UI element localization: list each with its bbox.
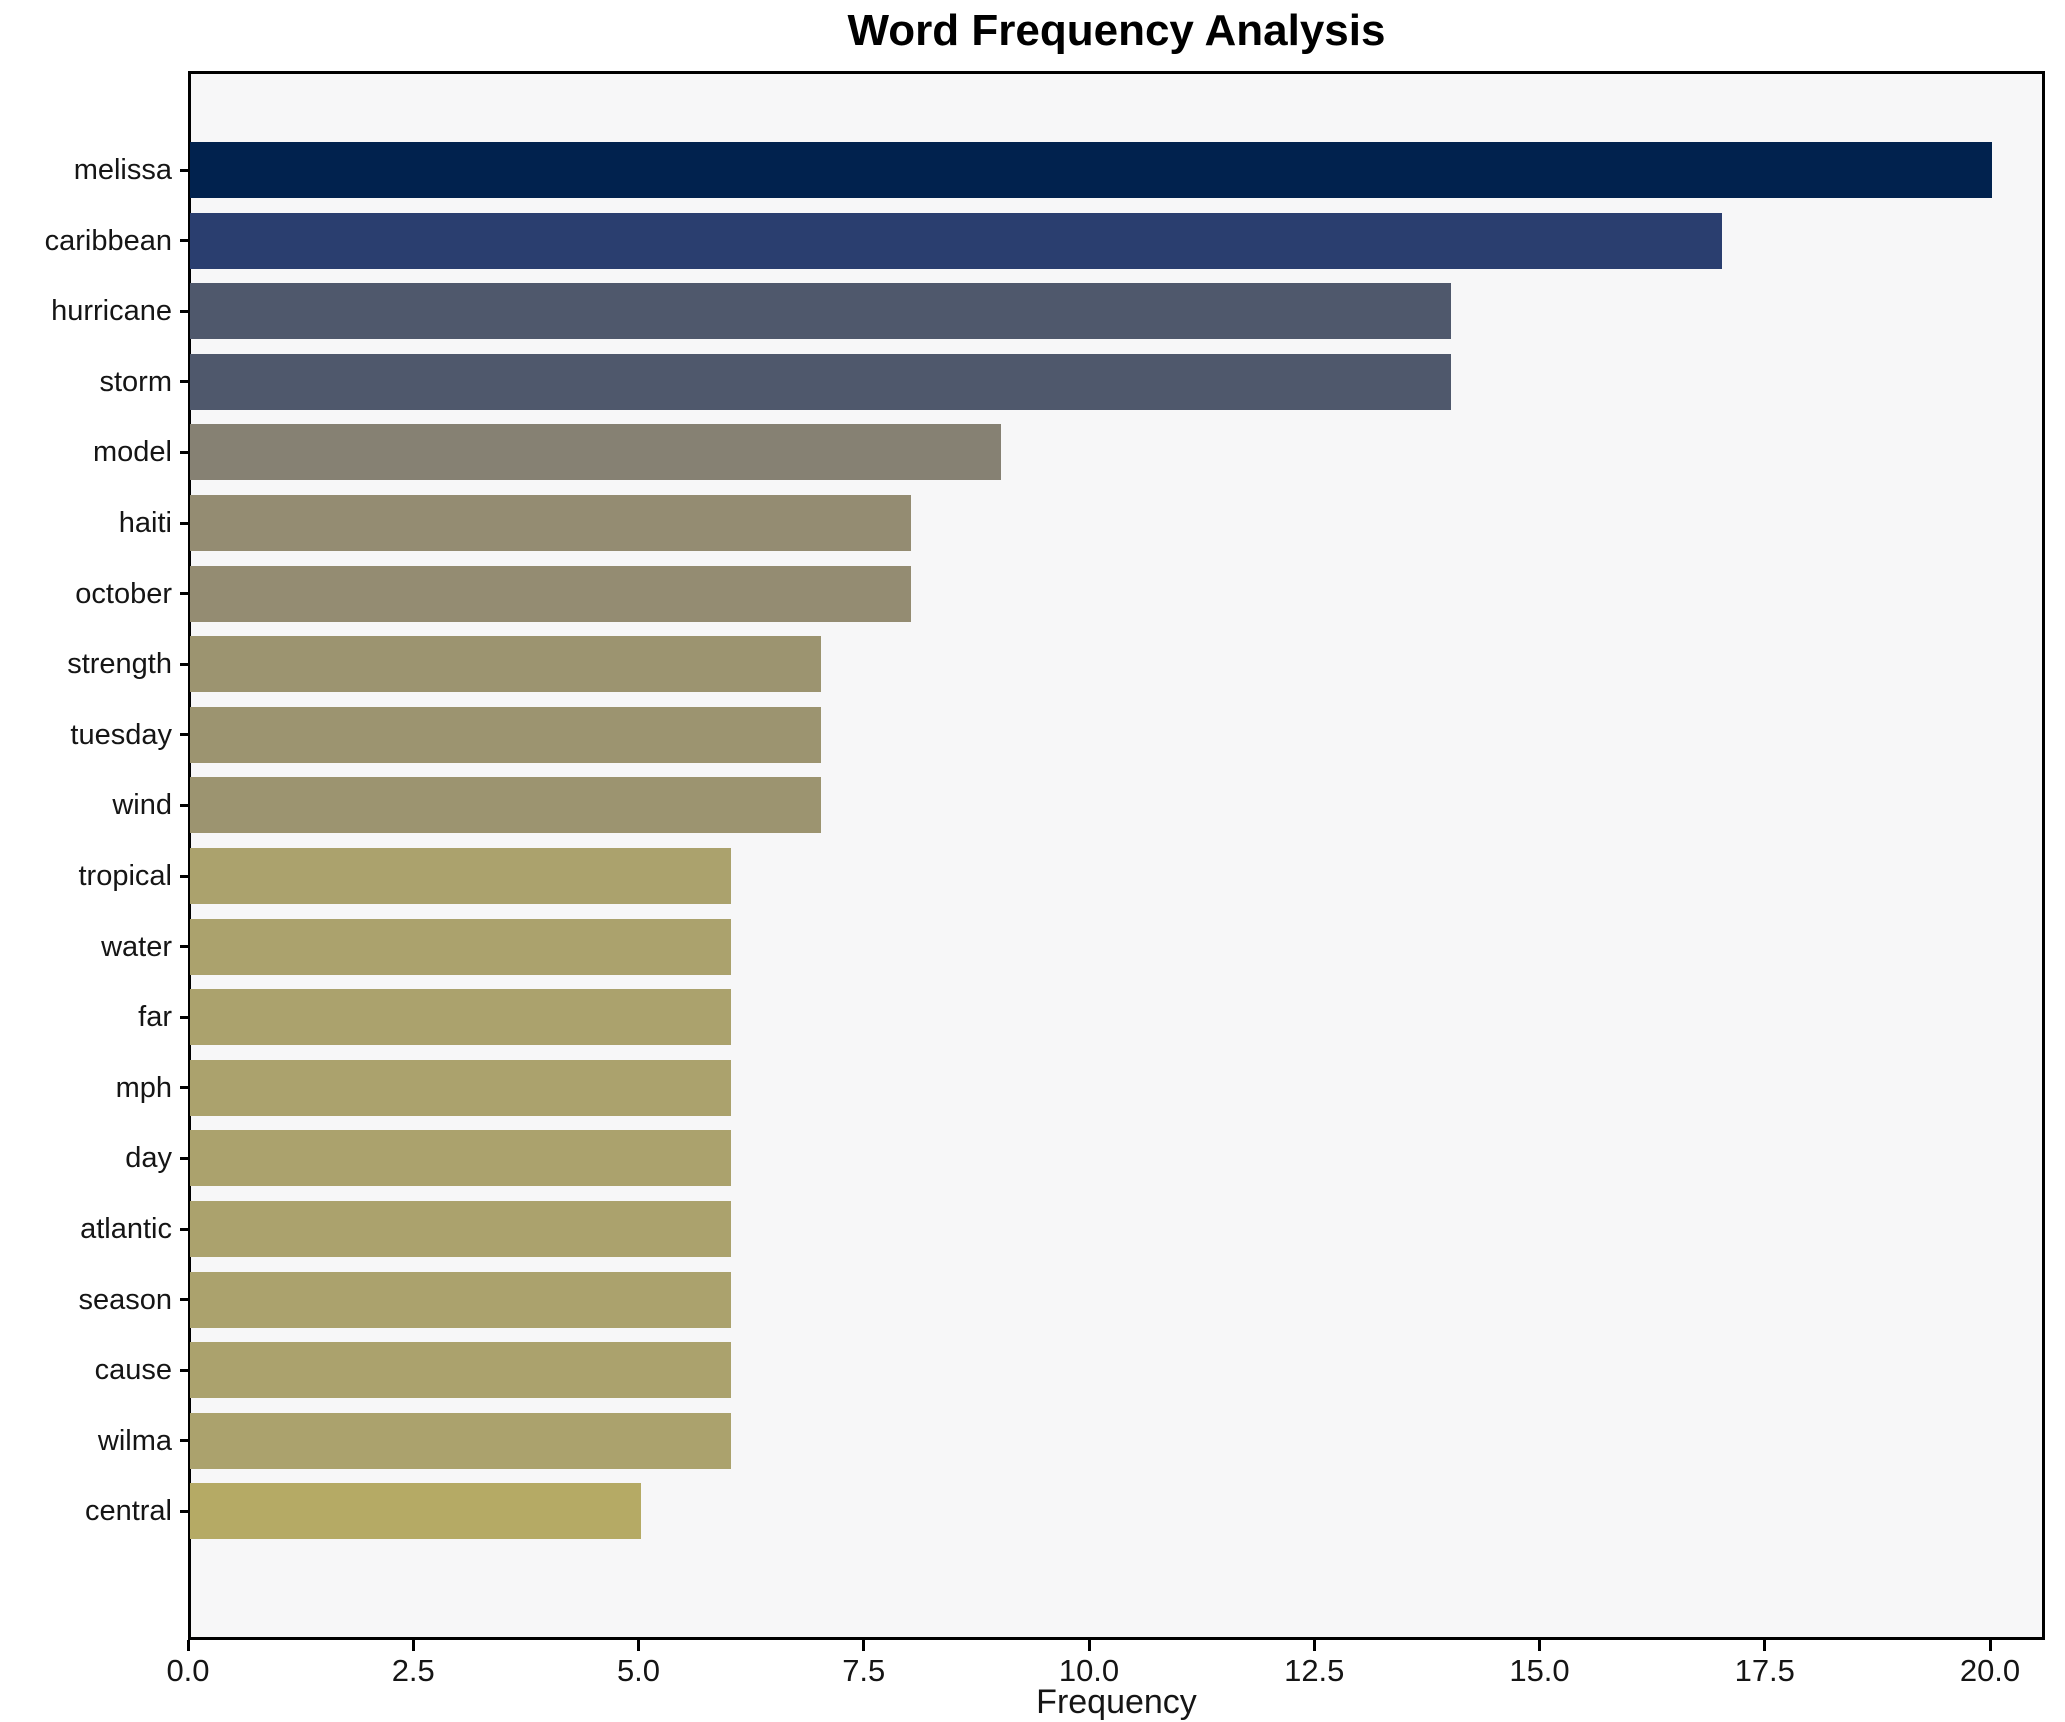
y-tick-mark: [180, 168, 188, 172]
x-tick-label-0.0: 0.0: [166, 1653, 210, 1688]
y-tick-label-haiti: haiti: [118, 507, 172, 539]
y-tick-mark: [180, 309, 188, 313]
bar-wind: [190, 777, 821, 834]
bar-central: [190, 1483, 641, 1540]
y-tick-label-october: october: [75, 577, 172, 610]
x-tick-label-17.5: 17.5: [1734, 1653, 1795, 1688]
bar-mph: [190, 1059, 731, 1116]
x-tick-mark: [1988, 1640, 1992, 1651]
bar-day: [190, 1130, 731, 1187]
y-tick-mark: [180, 1015, 188, 1019]
x-tick-label-7.5: 7.5: [842, 1653, 886, 1688]
y-tick-mark: [180, 1086, 188, 1090]
y-tick-mark: [180, 1509, 188, 1513]
x-tick-mark: [1538, 1640, 1541, 1651]
y-tick-label-far: far: [138, 1001, 172, 1034]
bar-caribbean: [190, 212, 1722, 269]
x-axis-title: Frequency: [1036, 1683, 1197, 1721]
x-tick-mark: [1312, 1640, 1316, 1651]
y-tick-label-storm: storm: [99, 365, 173, 398]
y-tick-label-model: model: [93, 436, 172, 469]
bar-water: [190, 918, 731, 975]
bar-melissa: [190, 142, 1992, 198]
y-tick-label-wind: wind: [112, 789, 172, 822]
bar-storm: [190, 353, 1451, 410]
bar-cause: [190, 1342, 731, 1399]
y-tick-label-strength: strength: [67, 648, 172, 681]
x-tick-label-10.0: 10.0: [1058, 1653, 1120, 1688]
y-tick-label-cause: cause: [94, 1354, 172, 1387]
y-tick-mark: [180, 239, 188, 243]
x-tick-label-12.5: 12.5: [1284, 1653, 1345, 1688]
y-tick-mark: [180, 945, 188, 949]
bar-atlantic: [190, 1201, 731, 1257]
bar-wilma: [190, 1412, 731, 1469]
y-tick-mark: [180, 803, 188, 807]
y-tick-label-melissa: melissa: [73, 154, 172, 186]
bar-season: [190, 1271, 731, 1328]
y-tick-mark: [180, 1439, 188, 1443]
y-tick-mark: [180, 733, 188, 737]
bar-haiti: [190, 495, 911, 551]
y-tick-label-wilma: wilma: [97, 1424, 172, 1457]
y-tick-mark: [180, 1227, 188, 1231]
y-tick-mark: [180, 592, 188, 596]
x-tick-mark: [1087, 1640, 1091, 1651]
x-tick-label-15.0: 15.0: [1509, 1653, 1570, 1688]
x-tick-mark: [186, 1640, 190, 1651]
y-tick-mark: [180, 521, 188, 525]
y-tick-mark: [180, 874, 188, 878]
y-tick-label-hurricane: hurricane: [51, 295, 172, 328]
y-tick-label-atlantic: atlantic: [80, 1213, 172, 1245]
bar-hurricane: [190, 283, 1451, 340]
x-tick-mark: [862, 1640, 866, 1651]
x-tick-mark: [411, 1640, 415, 1651]
chart-title: Word Frequency Analysis: [847, 6, 1386, 55]
x-tick-mark: [637, 1640, 640, 1651]
bar-tuesday: [190, 706, 821, 763]
y-tick-mark: [180, 450, 188, 454]
y-tick-mark: [180, 662, 188, 666]
x-tick-label-5.0: 5.0: [616, 1653, 661, 1688]
y-tick-label-season: season: [78, 1283, 172, 1316]
y-tick-label-day: day: [125, 1142, 172, 1175]
y-tick-label-tuesday: tuesday: [70, 718, 172, 751]
y-tick-label-caribbean: caribbean: [44, 224, 172, 257]
bar-tropical: [190, 848, 731, 904]
bar-model: [190, 424, 1001, 481]
y-tick-mark: [180, 1156, 188, 1160]
y-tick-label-central: central: [84, 1495, 172, 1528]
x-tick-label-20.0: 20.0: [1959, 1653, 2021, 1688]
bar-october: [190, 565, 911, 622]
y-tick-label-tropical: tropical: [78, 860, 173, 892]
y-tick-mark: [180, 380, 188, 384]
y-tick-label-mph: mph: [115, 1071, 172, 1104]
bar-far: [190, 989, 731, 1046]
y-tick-label-water: water: [101, 930, 172, 963]
y-tick-mark: [180, 1298, 188, 1302]
bar-strength: [190, 636, 821, 693]
x-tick-mark: [1763, 1640, 1767, 1651]
y-tick-mark: [180, 1368, 188, 1372]
x-tick-label-2.5: 2.5: [391, 1653, 435, 1688]
